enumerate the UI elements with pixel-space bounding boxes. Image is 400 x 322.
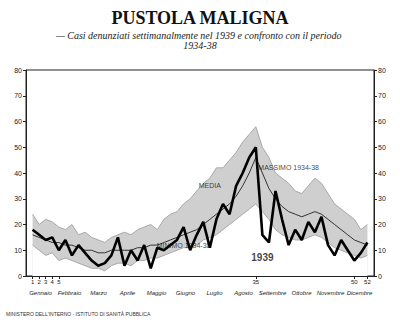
svg-text:Dicembre: Dicembre bbox=[347, 290, 373, 296]
svg-text:Novembre: Novembre bbox=[317, 290, 345, 296]
svg-text:70: 70 bbox=[378, 92, 386, 99]
svg-text:Luglio: Luglio bbox=[206, 290, 223, 296]
svg-text:Gennaio: Gennaio bbox=[29, 290, 52, 296]
svg-text:Marzo: Marzo bbox=[90, 290, 107, 296]
svg-text:5: 5 bbox=[57, 279, 61, 285]
svg-text:1: 1 bbox=[31, 279, 35, 285]
svg-text:3: 3 bbox=[44, 279, 48, 285]
svg-text:MEDIA: MEDIA bbox=[199, 182, 222, 189]
svg-text:52: 52 bbox=[364, 279, 371, 285]
svg-text:MINIMO 1934-38: MINIMO 1934-38 bbox=[157, 242, 211, 249]
svg-text:Ottobre: Ottobre bbox=[291, 290, 312, 296]
svg-text:60: 60 bbox=[378, 118, 386, 125]
svg-text:Giugno: Giugno bbox=[176, 290, 196, 296]
svg-text:50: 50 bbox=[14, 144, 22, 151]
svg-text:0: 0 bbox=[378, 273, 382, 280]
svg-text:PUSTOLA MALIGNA: PUSTOLA MALIGNA bbox=[111, 8, 288, 28]
svg-text:50: 50 bbox=[351, 279, 358, 285]
svg-text:20: 20 bbox=[378, 221, 386, 228]
svg-text:Settembre: Settembre bbox=[259, 290, 287, 296]
svg-text:50: 50 bbox=[378, 144, 386, 151]
svg-text:80: 80 bbox=[14, 67, 22, 74]
svg-text:0: 0 bbox=[18, 273, 22, 280]
svg-text:— Casi denunziati settimanalme: — Casi denunziati settimanalmente nel 19… bbox=[55, 29, 345, 41]
svg-text:Agosto: Agosto bbox=[233, 290, 253, 296]
svg-text:80: 80 bbox=[378, 67, 386, 74]
svg-text:MINISTERO DELL'INTERNO - ISTIT: MINISTERO DELL'INTERNO - ISTITUTO DI SAN… bbox=[6, 311, 151, 317]
svg-text:Febbraio: Febbraio bbox=[58, 290, 82, 296]
svg-text:1934-38: 1934-38 bbox=[183, 40, 216, 51]
svg-text:60: 60 bbox=[14, 118, 22, 125]
svg-text:40: 40 bbox=[378, 170, 386, 177]
svg-text:40: 40 bbox=[14, 170, 22, 177]
svg-text:Maggio: Maggio bbox=[147, 290, 167, 296]
svg-text:20: 20 bbox=[14, 221, 22, 228]
svg-text:30: 30 bbox=[14, 195, 22, 202]
svg-text:70: 70 bbox=[14, 92, 22, 99]
svg-text:10: 10 bbox=[378, 247, 386, 254]
svg-text:35: 35 bbox=[252, 279, 259, 285]
svg-text:10: 10 bbox=[14, 247, 22, 254]
svg-text:30: 30 bbox=[378, 195, 386, 202]
svg-text:1939: 1939 bbox=[251, 252, 274, 263]
svg-text:MASSIMO 1934-38: MASSIMO 1934-38 bbox=[258, 164, 319, 171]
svg-text:2: 2 bbox=[37, 279, 41, 285]
svg-text:Aprile: Aprile bbox=[119, 290, 136, 296]
svg-text:4: 4 bbox=[51, 279, 55, 285]
